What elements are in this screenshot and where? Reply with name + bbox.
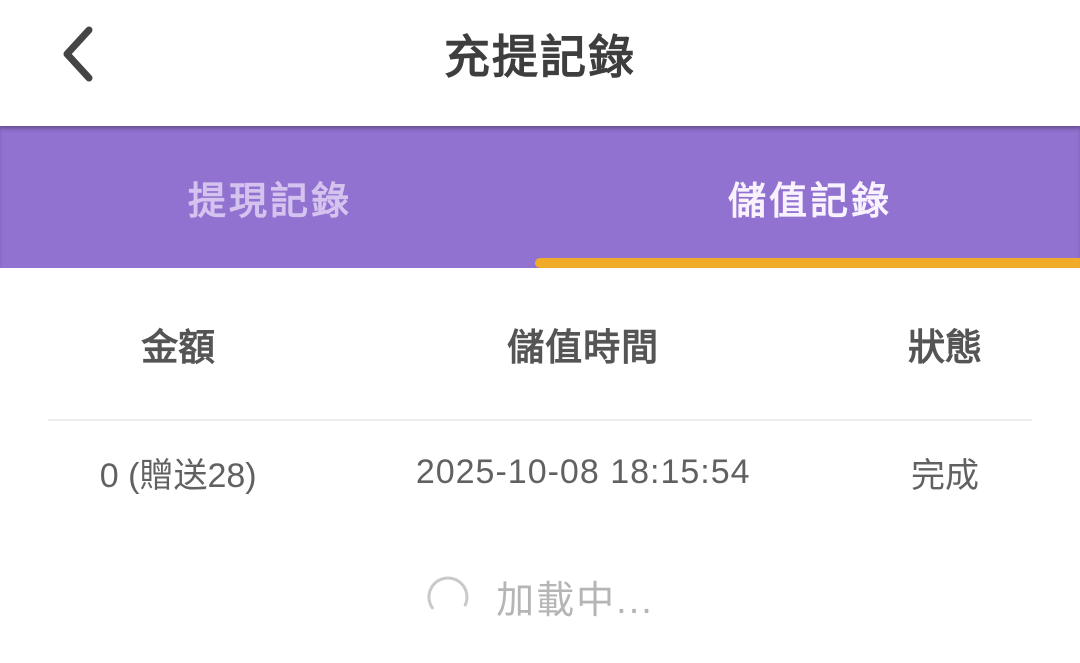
records-table: 金額 儲值時間 狀態 0 (贈送28) 2025-10-08 18:15:54 … bbox=[0, 268, 1080, 523]
spinner-arc-icon bbox=[426, 575, 470, 619]
back-button[interactable] bbox=[48, 19, 108, 89]
loading-indicator: 加載中... bbox=[0, 569, 1080, 624]
table-header-row: 金額 儲值時間 狀態 bbox=[0, 268, 1080, 419]
header: 充提記錄 bbox=[0, 0, 1080, 126]
table-row: 0 (贈送28) 2025-10-08 18:15:54 完成 bbox=[0, 421, 1080, 523]
column-header-time: 儲值時間 bbox=[507, 326, 660, 368]
row-time: 2025-10-08 18:15:54 bbox=[415, 452, 751, 491]
tab-withdraw-records[interactable]: 提現記錄 bbox=[0, 126, 540, 268]
tab-deposit-label: 儲值記錄 bbox=[727, 180, 892, 223]
table-divider bbox=[48, 419, 1032, 421]
row-amount: 0 (贈送28) bbox=[99, 456, 257, 495]
loading-label: 加載中... bbox=[496, 580, 654, 622]
tab-bar: 提現記錄 儲值記錄 bbox=[0, 126, 1080, 268]
tab-withdraw-label: 提現記錄 bbox=[187, 180, 352, 223]
page-title: 充提記錄 bbox=[444, 31, 636, 83]
tab-deposit-records[interactable]: 儲值記錄 bbox=[535, 126, 1080, 268]
chevron-left-icon bbox=[58, 23, 98, 85]
column-header-amount: 金額 bbox=[141, 326, 216, 368]
active-tab-indicator bbox=[535, 258, 1080, 268]
column-header-status: 狀態 bbox=[907, 326, 982, 368]
row-status: 完成 bbox=[910, 456, 979, 495]
